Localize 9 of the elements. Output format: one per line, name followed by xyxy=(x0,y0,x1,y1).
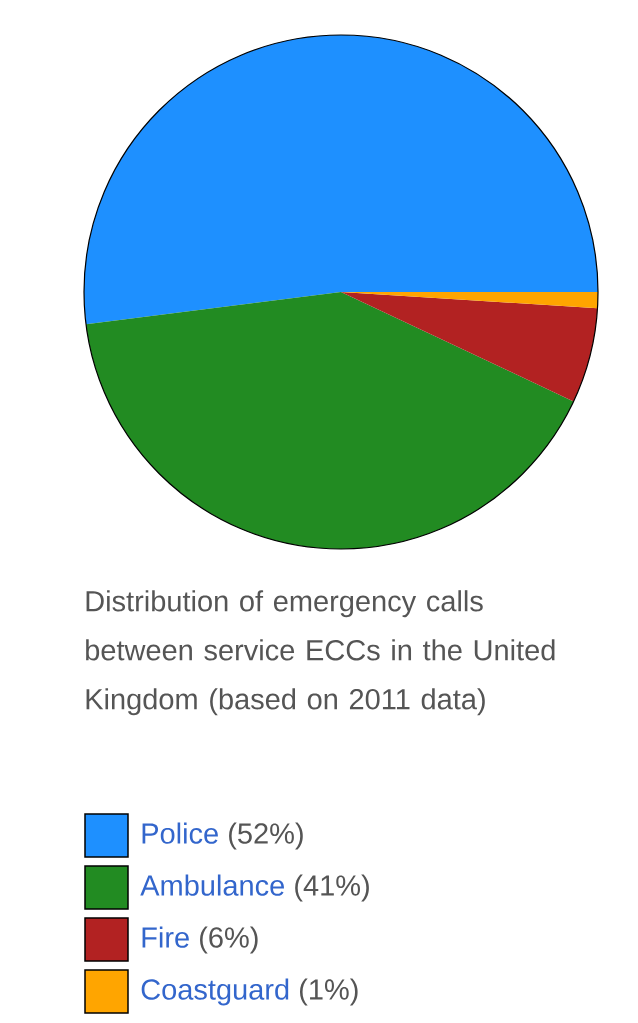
data-label: (6%) xyxy=(200,926,258,954)
legend-label: Coastguard xyxy=(141,978,289,1006)
data-label: (1%) xyxy=(299,978,358,1006)
data-label: (41%) xyxy=(295,874,369,902)
legend-label: Fire xyxy=(142,926,189,948)
legend-label: Ambulance xyxy=(140,874,284,896)
legend-label: Police xyxy=(142,822,218,844)
text: Distribution of emergency calls between service ECCs in the United Kingdom (based on 2011 data) xyxy=(86,590,555,716)
data-label: (52%) xyxy=(229,822,303,850)
